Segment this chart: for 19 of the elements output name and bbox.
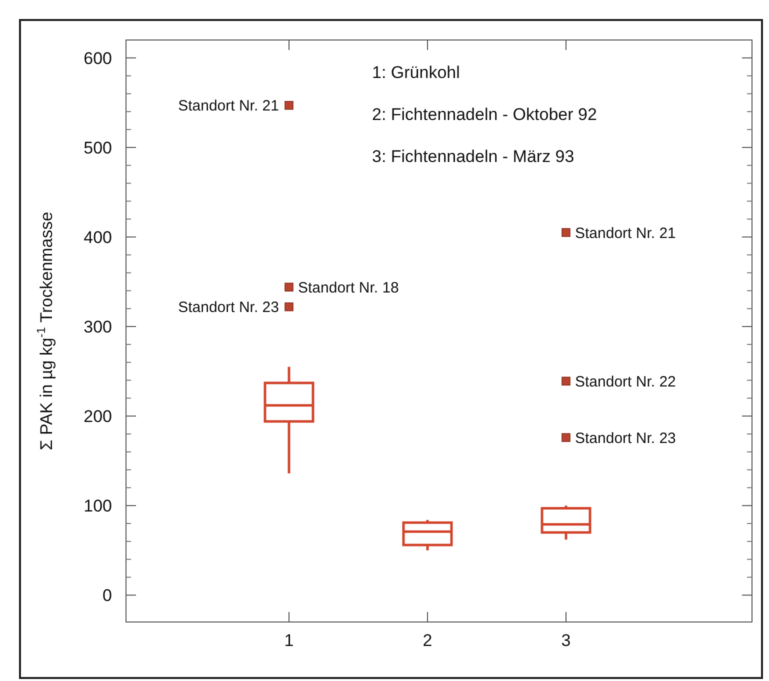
x-tick-label: 3 (561, 631, 571, 650)
annotation: Standort Nr. 18 (298, 279, 399, 296)
y-tick-label: 500 (84, 138, 112, 158)
annotation: Standort Nr. 21 (575, 224, 676, 242)
annotation: 1: Grünkohl (372, 63, 460, 82)
y-tick-label: 400 (84, 228, 112, 247)
annotation: 3: Fichtennadeln - März 93 (372, 147, 574, 166)
annotation: Standort Nr. 23 (575, 430, 676, 447)
y-tick-label: 100 (84, 496, 112, 516)
y-tick-label: 0 (102, 586, 112, 606)
y-tick-label: 600 (84, 48, 112, 68)
x-tick-label: 1 (284, 631, 294, 650)
y-tick-label: 200 (84, 407, 112, 426)
annotation: Standort Nr. 21 (178, 98, 279, 115)
y-tick-label: 300 (84, 317, 112, 336)
x-tick-label: 2 (422, 631, 432, 650)
annotation: Standort Nr. 22 (575, 373, 676, 390)
annotation: 2: Fichtennadeln - Oktober 92 (372, 105, 597, 124)
annotation: Standort Nr. 23 (178, 299, 279, 316)
